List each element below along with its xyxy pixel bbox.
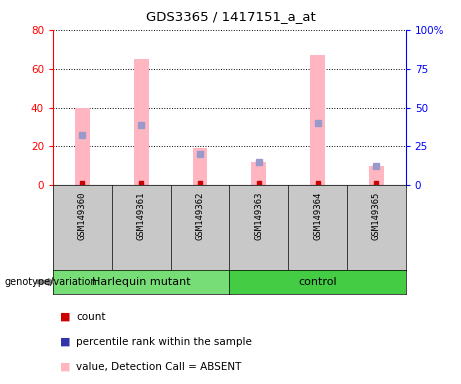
Text: GSM149363: GSM149363 xyxy=(254,192,263,240)
Text: GSM149362: GSM149362 xyxy=(195,192,205,240)
Text: ■: ■ xyxy=(60,362,71,372)
Bar xyxy=(251,162,266,185)
Bar xyxy=(134,59,148,185)
Text: Harlequin mutant: Harlequin mutant xyxy=(92,277,190,287)
Text: count: count xyxy=(76,312,106,322)
Text: ■: ■ xyxy=(60,312,71,322)
Text: ■: ■ xyxy=(60,337,71,347)
Text: value, Detection Call = ABSENT: value, Detection Call = ABSENT xyxy=(76,362,242,372)
Text: control: control xyxy=(298,277,337,287)
Bar xyxy=(369,166,384,185)
Text: GSM149364: GSM149364 xyxy=(313,192,322,240)
Bar xyxy=(75,108,90,185)
Text: GSM149361: GSM149361 xyxy=(136,192,146,240)
Text: genotype/variation: genotype/variation xyxy=(5,277,97,287)
Text: GSM149360: GSM149360 xyxy=(78,192,87,240)
Bar xyxy=(310,55,325,185)
Bar xyxy=(193,148,207,185)
Text: GDS3365 / 1417151_a_at: GDS3365 / 1417151_a_at xyxy=(146,10,315,23)
Text: GSM149365: GSM149365 xyxy=(372,192,381,240)
Text: percentile rank within the sample: percentile rank within the sample xyxy=(76,337,252,347)
